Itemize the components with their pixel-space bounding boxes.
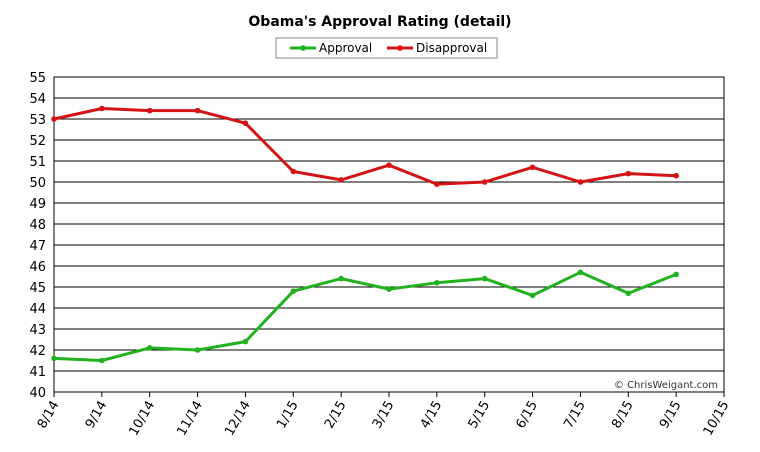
- disapproval-point: [481, 179, 488, 185]
- disapproval-point: [625, 170, 632, 177]
- x-tick-label: 10/14: [126, 399, 158, 439]
- disapproval-point: [290, 168, 297, 175]
- legend-box: [275, 37, 498, 59]
- x-tick-label: 12/14: [222, 399, 254, 439]
- approval-point: [51, 355, 57, 362]
- y-tick-label: 49: [29, 197, 46, 212]
- x-tick-label: 11/14: [174, 399, 206, 439]
- x-tick-label: 8/14: [35, 399, 63, 432]
- disapproval-point: [529, 164, 536, 171]
- approval-point: [290, 288, 297, 295]
- x-tick-label: 5/15: [466, 399, 494, 432]
- x-tick-label: 3/15: [370, 399, 398, 432]
- y-tick-label: 55: [29, 71, 46, 86]
- y-tick-label: 46: [29, 260, 46, 275]
- approval-point: [242, 338, 249, 345]
- disapproval-point: [146, 107, 153, 114]
- legend-approval-marker: [300, 45, 306, 51]
- approval-point: [673, 271, 679, 278]
- approval-point: [481, 275, 488, 282]
- disapproval-line: [53, 107, 677, 186]
- y-tick-label: 41: [29, 365, 46, 380]
- disapproval-point: [434, 181, 440, 187]
- y-tick-label: 45: [29, 281, 46, 296]
- y-tick-label: 51: [29, 155, 46, 170]
- disapproval-point: [338, 177, 344, 183]
- disapproval-point: [194, 107, 201, 114]
- y-tick-label: 52: [29, 134, 46, 149]
- plot-background: [54, 77, 724, 392]
- y-tick-label: 48: [29, 218, 46, 233]
- plot-area: 40 41 42 43 44 45 46 47 48 49 50 51 52 53 54 55 8/14 9/14…: [29, 71, 732, 438]
- approval-point: [577, 269, 584, 276]
- legend-disapproval-label: Disapproval: [416, 41, 487, 55]
- x-tick-label: 4/15: [418, 399, 446, 432]
- x-tick-label: 2/15: [322, 399, 350, 432]
- legend-approval-label: Approval: [319, 41, 372, 55]
- y-tick-label: 40: [29, 386, 46, 401]
- chart-title: Obama's Approval Rating (detail): [248, 14, 511, 30]
- x-tick-label: 8/15: [609, 399, 637, 432]
- approval-point: [99, 357, 105, 364]
- x-tick-label: 7/15: [561, 399, 589, 432]
- disapproval-point: [51, 116, 57, 122]
- y-tick-label: 44: [29, 302, 46, 317]
- disapproval-point: [673, 172, 679, 179]
- approval-point: [625, 290, 632, 297]
- approval-point: [146, 345, 153, 351]
- y-tick-label: 54: [29, 92, 46, 107]
- y-tick-label: 50: [29, 176, 46, 191]
- approval-point: [338, 275, 344, 282]
- approval-point: [194, 347, 201, 353]
- credit-text: © ChrisWeigant.com: [614, 380, 718, 391]
- approval-point: [434, 280, 440, 286]
- y-tick-label: 42: [29, 344, 46, 359]
- approval-line: [53, 270, 677, 362]
- y-tick-label: 53: [29, 113, 46, 128]
- y-tick-label: 47: [29, 239, 46, 254]
- disapproval-point: [242, 120, 249, 126]
- disapproval-point: [577, 179, 584, 185]
- x-tick-label: 9/15: [657, 399, 685, 432]
- x-tick-label: 9/14: [83, 399, 111, 432]
- disapproval-point: [386, 162, 392, 168]
- approval-point: [529, 292, 536, 299]
- legend: Approval Disapproval: [275, 37, 498, 59]
- y-tick-label: 43: [29, 323, 46, 338]
- approval-point: [386, 286, 392, 292]
- x-tick-label: 10/15: [701, 399, 733, 439]
- legend-disapproval-marker: [397, 45, 403, 51]
- x-tick-label: 6/15: [513, 399, 541, 432]
- x-tick-label: 1/15: [274, 399, 302, 432]
- disapproval-point: [99, 105, 105, 112]
